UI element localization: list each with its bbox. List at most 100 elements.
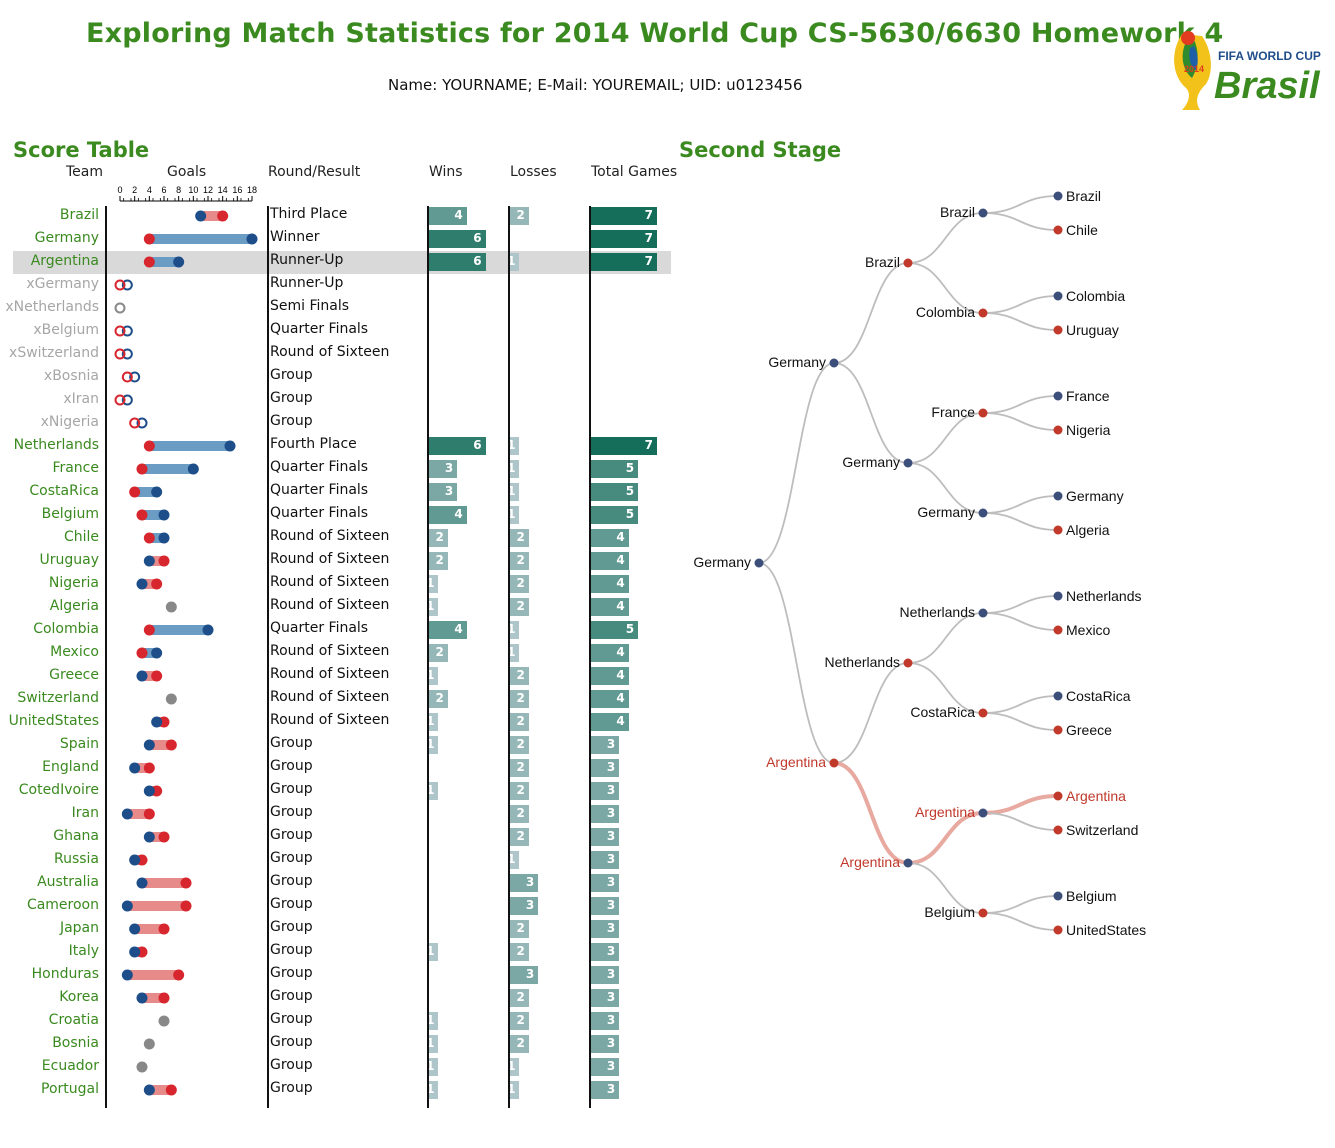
game-row[interactable]: xSwitzerland Round of Sixteen — [0, 343, 671, 366]
team-row[interactable]: CostaRica Quarter Finals — [0, 481, 671, 504]
team-row[interactable]: Korea Group — [0, 987, 671, 1010]
team-row[interactable]: Russia Group — [0, 849, 671, 872]
team-row[interactable]: Iran Group — [0, 803, 671, 826]
game-row[interactable]: xGermany Runner-Up — [0, 274, 671, 297]
team-row[interactable]: Netherlands Fourth Place — [0, 435, 671, 458]
team-name[interactable]: Colombia — [33, 621, 99, 637]
team-name[interactable]: Iran — [71, 805, 99, 821]
game-row[interactable]: xNigeria Group — [0, 412, 671, 435]
team-name[interactable]: Bosnia — [52, 1035, 99, 1051]
team-row[interactable]: Spain Group — [0, 734, 671, 757]
team-row[interactable]: Greece Round of Sixteen — [0, 665, 671, 688]
total-games-bar-label: 3 — [606, 875, 616, 889]
losses-bar: 1 — [507, 253, 520, 271]
game-row[interactable]: xBelgium Quarter Finals — [0, 320, 671, 343]
goals-axis-tick-label: 2 — [132, 185, 137, 195]
goals-scored-marker — [129, 371, 141, 383]
team-name[interactable]: xBelgium — [33, 322, 99, 338]
team-name[interactable]: Portugal — [41, 1081, 99, 1097]
team-name[interactable]: Uruguay — [39, 552, 100, 568]
team-name[interactable]: Germany — [34, 230, 99, 246]
team-name[interactable]: Cameroon — [26, 897, 99, 913]
team-row[interactable]: Cameroon Group — [0, 895, 671, 918]
team-name[interactable]: Ecuador — [41, 1058, 99, 1074]
team-name[interactable]: Nigeria — [48, 575, 99, 591]
total-games-bar: 3 — [591, 736, 620, 754]
team-name[interactable]: Ghana — [53, 828, 99, 844]
goals-chart — [129, 417, 148, 429]
bracket-team-label: Nigeria — [1066, 422, 1111, 438]
team-row[interactable]: Switzerland Round of Sixteen — [0, 688, 671, 711]
column-header-wins[interactable]: Wins — [429, 164, 463, 180]
team-name[interactable]: Italy — [68, 943, 99, 959]
team-row[interactable]: England Group — [0, 757, 671, 780]
team-name[interactable]: Belgium — [41, 506, 99, 522]
goals-scored-marker — [143, 555, 155, 567]
team-name[interactable]: Russia — [53, 851, 99, 867]
losses-bar: 2 — [510, 598, 529, 616]
team-name[interactable]: xNetherlands — [5, 299, 99, 315]
team-name[interactable]: Croatia — [48, 1012, 99, 1028]
wins-bar-label: 1 — [426, 783, 435, 797]
team-name[interactable]: xIran — [63, 391, 99, 407]
team-row[interactable]: Croatia Group — [0, 1010, 671, 1033]
game-row[interactable]: xIran Group — [0, 389, 671, 412]
goals-chart — [114, 348, 133, 360]
team-row[interactable]: Ghana Group — [0, 826, 671, 849]
team-name[interactable]: CotedIvoire — [18, 782, 99, 798]
team-row[interactable]: Bosnia Group — [0, 1033, 671, 1056]
goals-scored-marker — [129, 923, 141, 935]
team-row[interactable]: France Quarter Finals — [0, 458, 671, 481]
team-name[interactable]: xNigeria — [40, 414, 99, 430]
team-name[interactable]: Algeria — [49, 598, 99, 614]
team-row[interactable]: Algeria Round of Sixteen — [0, 596, 671, 619]
team-row[interactable]: UnitedStates Round of Sixteen — [0, 711, 671, 734]
column-header-losses[interactable]: Losses — [510, 164, 557, 180]
team-name[interactable]: Argentina — [30, 253, 99, 269]
team-name[interactable]: xSwitzerland — [9, 345, 99, 361]
team-name[interactable]: France — [52, 460, 99, 476]
team-name[interactable]: Honduras — [31, 966, 99, 982]
column-header-round[interactable]: Round/Result — [268, 164, 361, 180]
team-row[interactable]: Mexico Round of Sixteen — [0, 642, 671, 665]
team-row[interactable]: Australia Group — [0, 872, 671, 895]
team-row[interactable]: Uruguay Round of Sixteen — [0, 550, 671, 573]
team-row[interactable]: Japan Group — [0, 918, 671, 941]
team-row[interactable]: Brazil Third Place — [0, 205, 671, 228]
team-name[interactable]: Chile — [63, 529, 99, 545]
team-name[interactable]: Mexico — [50, 644, 99, 660]
team-name[interactable]: England — [42, 759, 99, 775]
column-header-goals[interactable]: Goals — [167, 164, 207, 180]
team-name[interactable]: Japan — [59, 920, 99, 936]
team-name[interactable]: xBosnia — [43, 368, 99, 384]
game-row[interactable]: xBosnia Group — [0, 366, 671, 389]
bracket-node — [978, 508, 988, 518]
goals-scored-marker — [224, 440, 236, 452]
team-name[interactable]: Greece — [49, 667, 99, 683]
team-name[interactable]: xGermany — [26, 276, 99, 292]
game-row[interactable]: xNetherlands Semi Finals — [0, 297, 671, 320]
team-row[interactable]: Ecuador Group — [0, 1056, 671, 1079]
team-row[interactable]: Germany Winner — [0, 228, 671, 251]
team-row[interactable]: Colombia Quarter Finals — [0, 619, 671, 642]
team-row[interactable]: Honduras Group — [0, 964, 671, 987]
column-header-team[interactable]: Team — [66, 164, 104, 180]
team-row[interactable]: Belgium Quarter Finals — [0, 504, 671, 527]
team-name[interactable]: Netherlands — [13, 437, 99, 453]
team-row[interactable]: Portugal Group — [0, 1079, 671, 1102]
team-name[interactable]: Australia — [37, 874, 99, 890]
goals-scored-marker — [136, 578, 148, 590]
team-row[interactable]: Nigeria Round of Sixteen — [0, 573, 671, 596]
team-name[interactable]: Korea — [59, 989, 99, 1005]
goals-chart — [136, 463, 199, 475]
team-row[interactable]: CotedIvoire Group — [0, 780, 671, 803]
team-name[interactable]: Spain — [59, 736, 99, 752]
team-name[interactable]: Switzerland — [17, 690, 99, 706]
goals-conceded-marker — [180, 900, 192, 912]
column-header-total-games[interactable]: Total Games — [591, 164, 678, 180]
team-name[interactable]: Brazil — [59, 207, 99, 223]
team-row[interactable]: Italy Group — [0, 941, 671, 964]
team-name[interactable]: CostaRica — [29, 483, 99, 499]
team-row[interactable]: Chile Round of Sixteen — [0, 527, 671, 550]
team-name[interactable]: UnitedStates — [8, 713, 99, 729]
